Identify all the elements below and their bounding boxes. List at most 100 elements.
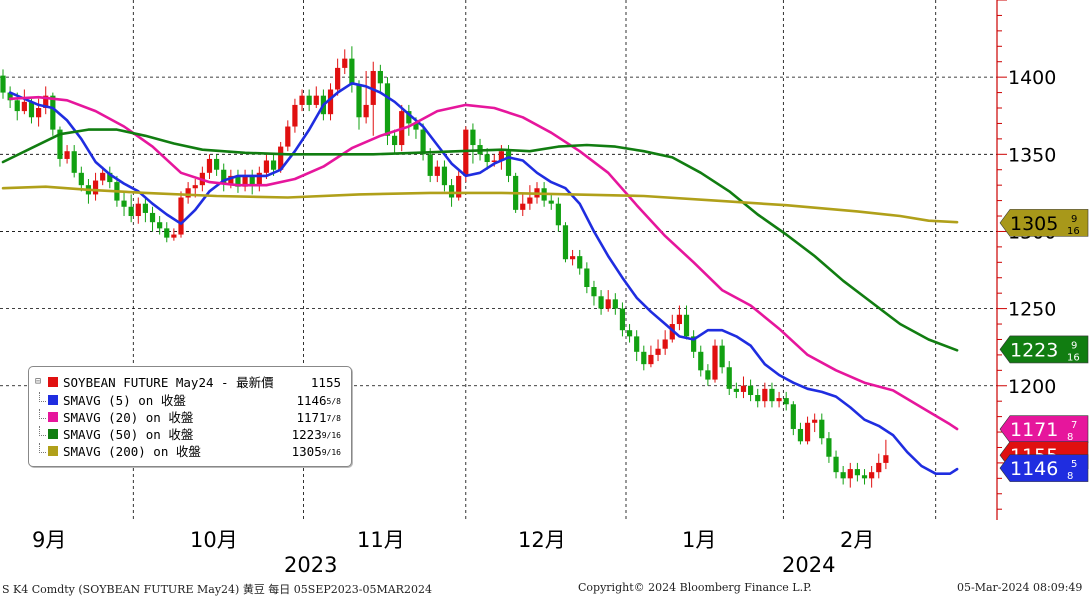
candle-down — [562, 225, 569, 260]
price-tag-frac-den: 8 — [1067, 471, 1073, 482]
legend-label: SOYBEAN FUTURE May24 - 最新價 — [63, 375, 274, 390]
candle-down — [733, 388, 739, 392]
moving-average-lines — [1, 82, 959, 476]
candlesticks — [0, 46, 889, 488]
year-label-2024: 2024 — [782, 553, 836, 577]
candle-down — [577, 256, 583, 269]
candle-up — [313, 95, 319, 105]
candle-up — [206, 158, 213, 173]
candle-up — [171, 234, 177, 238]
candle-up — [491, 160, 497, 163]
price-tag-frac-num: 9 — [1071, 340, 1077, 351]
candle-down — [384, 83, 391, 136]
candle-down — [584, 268, 590, 288]
year-label-2023: 2023 — [284, 553, 338, 577]
candle-down — [840, 472, 846, 479]
legend-frac: 5/8 — [326, 397, 341, 406]
y-tick-label: 1350 — [1008, 144, 1056, 166]
legend-value: 11465/8 — [296, 393, 341, 408]
price-tag-box — [999, 415, 1089, 443]
candle-down — [377, 70, 383, 84]
candle-up — [278, 146, 284, 170]
candle-down — [164, 228, 170, 238]
candle-down — [28, 101, 35, 118]
price-tag-frac-num: 7 — [1071, 420, 1077, 431]
candle-down — [306, 95, 312, 105]
candle-up — [812, 419, 818, 423]
candle-down — [270, 160, 277, 170]
candle-down — [484, 154, 490, 163]
candle-up — [36, 108, 42, 118]
candle-up — [570, 256, 576, 260]
candle-down — [769, 388, 775, 402]
legend-value: 11717/8 — [296, 410, 341, 425]
candle-up — [676, 314, 682, 325]
candle-up — [363, 104, 369, 118]
month-label-oct: 10月 — [190, 528, 238, 552]
candle-down — [854, 469, 860, 476]
candle-down — [819, 419, 825, 439]
candle-down — [0, 75, 6, 93]
legend-swatch-price — [48, 377, 58, 387]
candle-down — [235, 175, 241, 187]
legend-row: SMAVG (20) on 收盤 11717/8 — [35, 409, 347, 426]
candle-down — [71, 151, 77, 173]
y-tick-label: 1400 — [1008, 67, 1056, 89]
month-label-sep: 9月 — [32, 528, 67, 552]
candle-up — [285, 126, 291, 147]
legend-swatch-sma20 — [48, 412, 58, 422]
legend-frac: 7/8 — [326, 414, 341, 423]
candle-down — [797, 428, 804, 442]
candle-down — [349, 58, 355, 85]
candle-down — [392, 135, 398, 146]
candle-down — [128, 206, 134, 217]
candle-down — [406, 111, 412, 124]
collapse-icon[interactable]: ⊟ — [35, 376, 42, 387]
legend-value: 13059/16 — [291, 444, 341, 459]
candle-up — [876, 462, 882, 473]
candle-down — [598, 296, 604, 309]
candle-up — [21, 101, 27, 112]
candle-down — [755, 395, 761, 402]
legend-value: 1155 — [310, 375, 341, 390]
candle-down — [14, 100, 20, 112]
candle-up — [256, 172, 262, 186]
candle-down — [591, 287, 597, 297]
legend-label: SMAVG (5) on 收盤 — [63, 393, 186, 408]
candle-down — [149, 212, 156, 223]
candle-up — [228, 175, 234, 184]
legend-frac: 9/16 — [321, 431, 341, 440]
candle-down — [7, 92, 13, 101]
price-tag-box — [999, 209, 1089, 237]
legend-row: SMAVG (200) on 收盤 13059/16 — [35, 443, 347, 460]
month-label-dec: 12月 — [518, 528, 566, 552]
candle-up — [463, 129, 469, 176]
candle-up — [327, 89, 334, 115]
price-tag-frac-den: 8 — [1067, 432, 1073, 443]
tree-connector — [39, 409, 46, 419]
price-tag-value: 1171 — [1010, 419, 1058, 441]
candle-down — [121, 200, 127, 207]
candle-up — [100, 172, 106, 181]
price-tag-box — [999, 335, 1089, 364]
legend-frac: 9/16 — [321, 448, 341, 457]
candle-up — [662, 339, 668, 349]
candle-down — [719, 345, 725, 368]
candle-up — [342, 58, 348, 68]
candle-down — [548, 200, 554, 204]
tree-connector — [39, 443, 46, 453]
candle-up — [883, 455, 889, 463]
candle-down — [441, 166, 448, 186]
candle-down — [726, 367, 732, 389]
candle-up — [740, 385, 747, 392]
price-tag: 1223 916 — [999, 335, 1089, 364]
candle-down — [470, 129, 476, 146]
candle-up — [263, 160, 270, 173]
candle-down — [107, 172, 113, 183]
line-smavg-50 — [1, 128, 959, 352]
price-tags: 130591612239161171781155114658 — [999, 209, 1089, 482]
candle-down — [555, 203, 561, 226]
candle-down — [748, 385, 754, 396]
price-tag-value: 1146 — [1010, 458, 1058, 480]
